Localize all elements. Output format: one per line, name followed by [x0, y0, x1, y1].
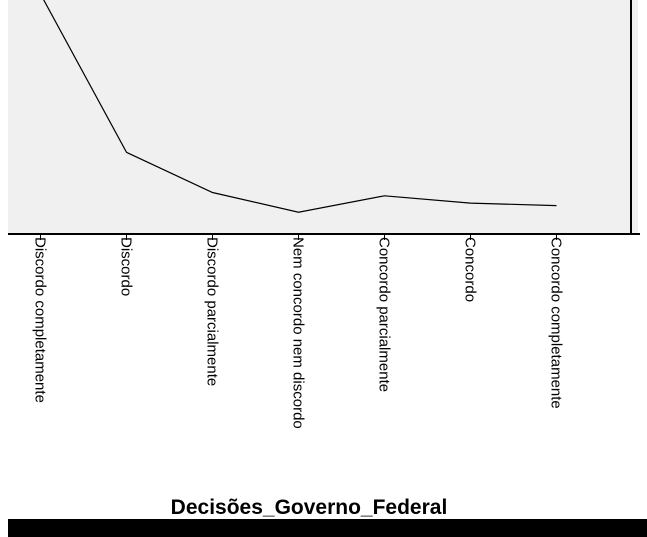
bottom-bar [8, 519, 647, 537]
x-tick-label: Nem concordo nem discordo [290, 237, 307, 429]
x-tick-label: Concordo parcialmente [376, 237, 393, 392]
x-tick-label: Discordo parcialmente [204, 237, 221, 386]
x-axis-tick-labels: Discordo completamente Discordo Discordo p… [32, 237, 565, 429]
x-axis-ticks [40, 234, 557, 240]
x-tick-label: Discordo completamente [32, 237, 49, 403]
x-tick-label: Concordo completamente [548, 237, 565, 409]
x-tick-label: Discordo [118, 237, 135, 296]
x-tick-label: Concordo [462, 237, 479, 302]
plot-area [8, 0, 638, 234]
x-axis-title: Decisões_Governo_Federal [171, 496, 448, 519]
series-line [43, 0, 557, 213]
